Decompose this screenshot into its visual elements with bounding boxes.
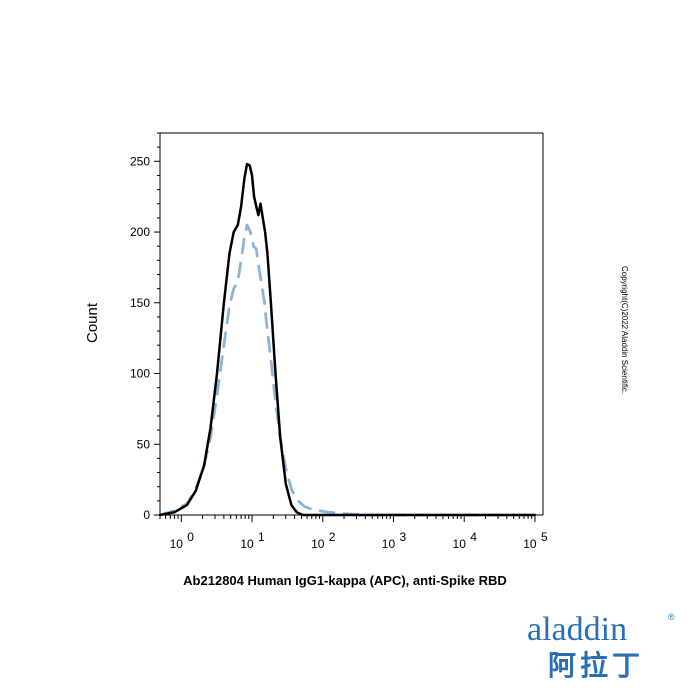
x-axis-label: Ab212804 Human IgG1-kappa (APC), anti-Sp… (183, 573, 507, 588)
x-tick-exponent: 2 (329, 530, 336, 544)
x-ticks: 10 0 10 1 10 2 10 3 10 4 10 5 (159, 515, 548, 551)
y-tick-label: 150 (130, 296, 150, 310)
x-tick-label: 10 (240, 537, 254, 551)
aladdin-logo: aladdin ® 阿拉丁 (527, 611, 675, 682)
x-tick-label: 10 (170, 537, 184, 551)
y-ticks: 0 50 100 150 200 250 (130, 132, 160, 522)
x-tick-label: 10 (523, 537, 537, 551)
x-tick-label: 10 (311, 537, 325, 551)
y-axis-label: Count (84, 302, 101, 343)
solid-histogram-line (158, 162, 537, 517)
x-tick-label: 10 (382, 537, 396, 551)
logo-english: aladdin (527, 611, 627, 648)
y-tick-label: 0 (143, 508, 150, 522)
copyright-text: Copyright(C)2022 Aladdin Scientific. (620, 266, 629, 394)
logo-registered-mark: ® (668, 612, 675, 622)
y-tick-label: 250 (130, 154, 150, 168)
y-tick-label: 100 (130, 367, 150, 381)
y-tick-label: 200 (130, 225, 150, 239)
dashed-histogram-line (158, 223, 537, 517)
x-tick-exponent: 5 (541, 530, 548, 544)
x-tick-exponent: 1 (258, 530, 265, 544)
logo-chinese: 阿拉丁 (548, 649, 644, 682)
x-tick-exponent: 3 (399, 530, 406, 544)
y-tick-label: 50 (137, 437, 151, 451)
series-layer (158, 162, 537, 517)
x-tick-label: 10 (453, 537, 467, 551)
x-tick-exponent: 4 (470, 530, 477, 544)
x-tick-exponent: 0 (187, 530, 194, 544)
